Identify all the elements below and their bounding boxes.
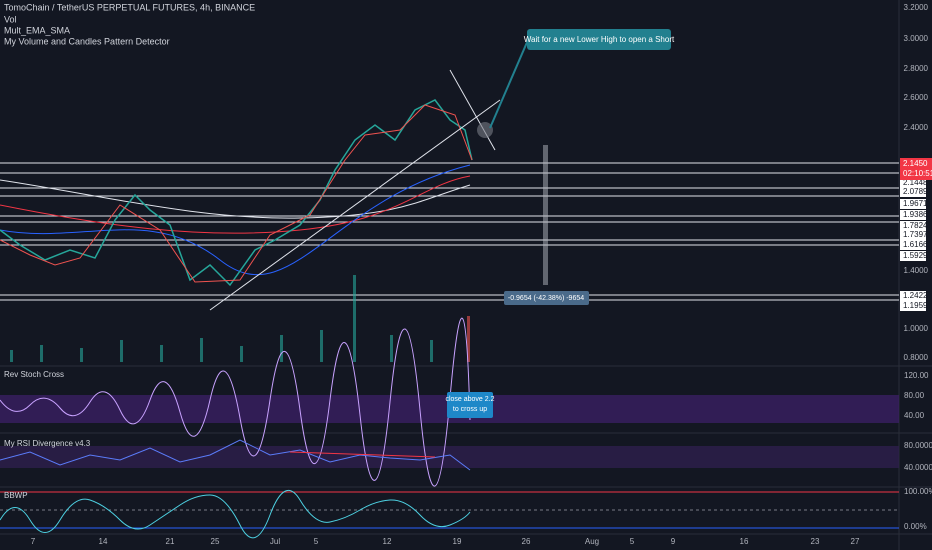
level-label: 1.5929 bbox=[903, 251, 928, 260]
level-label: 1.2422 bbox=[903, 291, 928, 300]
time-label: 14 bbox=[99, 537, 108, 546]
time-label: 16 bbox=[740, 537, 749, 546]
pane-axis-label: 40.00 bbox=[904, 411, 925, 420]
level-label: 1.9386 bbox=[903, 210, 928, 219]
pane-axis-label: 0.00% bbox=[904, 522, 927, 531]
pane-axis-label: 100.00% bbox=[904, 487, 932, 496]
price-label: 3.0000 bbox=[904, 34, 929, 43]
level-tag bbox=[900, 291, 926, 301]
time-label: 23 bbox=[811, 537, 820, 546]
measure-box bbox=[504, 291, 589, 305]
current-price-tag bbox=[900, 158, 932, 180]
level-tag bbox=[900, 210, 926, 220]
level-label: 1.6166 bbox=[903, 240, 928, 249]
time-label: 21 bbox=[166, 537, 175, 546]
oscillators bbox=[0, 318, 471, 539]
time-label: 5 bbox=[314, 537, 319, 546]
level-tag bbox=[900, 251, 926, 261]
measure-text: -0.9654 (-42.38%) -9654 bbox=[508, 295, 584, 302]
indicator-name: Mult_EMA_SMA bbox=[4, 25, 70, 35]
level-tag bbox=[900, 187, 926, 197]
note-text: to cross up bbox=[453, 406, 487, 413]
level-lines bbox=[0, 162, 899, 301]
level-tag bbox=[900, 240, 926, 250]
level-label: 2.1448 bbox=[903, 178, 928, 187]
time-label: 27 bbox=[851, 537, 860, 546]
time-label: 9 bbox=[671, 537, 676, 546]
time-label: 5 bbox=[630, 537, 635, 546]
level-tag bbox=[900, 178, 926, 188]
price-label: 2.6000 bbox=[904, 93, 929, 102]
callout-text: Wait for a new Lower High to open a Shor… bbox=[524, 35, 675, 44]
note-box bbox=[447, 392, 493, 418]
pane-axis-label: 40.0000 bbox=[904, 463, 932, 472]
time-label: 19 bbox=[453, 537, 462, 546]
pane-title: My RSI Divergence v4.3 bbox=[4, 439, 91, 448]
level-tag bbox=[900, 230, 926, 240]
price-label: 3.2000 bbox=[904, 3, 929, 12]
level-tag bbox=[900, 199, 926, 209]
level-tag bbox=[900, 301, 926, 311]
countdown: 02:10:51 bbox=[903, 169, 932, 178]
level-tag bbox=[900, 221, 926, 231]
note-text: close above 2.2 bbox=[445, 396, 494, 403]
level-label: 1.7397 bbox=[903, 230, 928, 239]
level-label: 1.1959 bbox=[903, 301, 928, 310]
level-label: 1.7824 bbox=[903, 221, 928, 230]
time-label: 12 bbox=[383, 537, 392, 546]
level-label: 1.9671 bbox=[903, 199, 928, 208]
price-label: 0.8000 bbox=[904, 353, 929, 362]
level-label: 2.0789 bbox=[903, 187, 928, 196]
current-price: 2.1450 bbox=[903, 159, 928, 168]
price-label: 2.8000 bbox=[904, 64, 929, 73]
time-label: Aug bbox=[585, 537, 599, 546]
price-label: 2.4000 bbox=[904, 123, 929, 132]
pane-title: Rev Stoch Cross bbox=[4, 370, 64, 379]
time-label: Jul bbox=[270, 537, 280, 546]
time-label: 25 bbox=[211, 537, 220, 546]
volume-bars bbox=[10, 275, 470, 362]
pane-axis-label: 80.00 bbox=[904, 391, 925, 400]
price-label: 1.4000 bbox=[904, 266, 929, 275]
callout-box bbox=[527, 29, 671, 50]
indicator-name: My Volume and Candles Pattern Detector bbox=[4, 36, 170, 46]
price-drawing bbox=[0, 39, 548, 311]
time-label: 7 bbox=[31, 537, 36, 546]
pane-title: BBWP bbox=[4, 491, 28, 500]
pane-axis-label: 80.0000 bbox=[904, 441, 932, 450]
time-label: 26 bbox=[522, 537, 531, 546]
pane-axis-label: 120.00 bbox=[904, 371, 929, 380]
price-label: 1.0000 bbox=[904, 324, 929, 333]
symbol-title: TomoChain / TetherUS PERPETUAL FUTURES, … bbox=[4, 2, 255, 12]
indicator-name: Vol bbox=[4, 14, 17, 24]
